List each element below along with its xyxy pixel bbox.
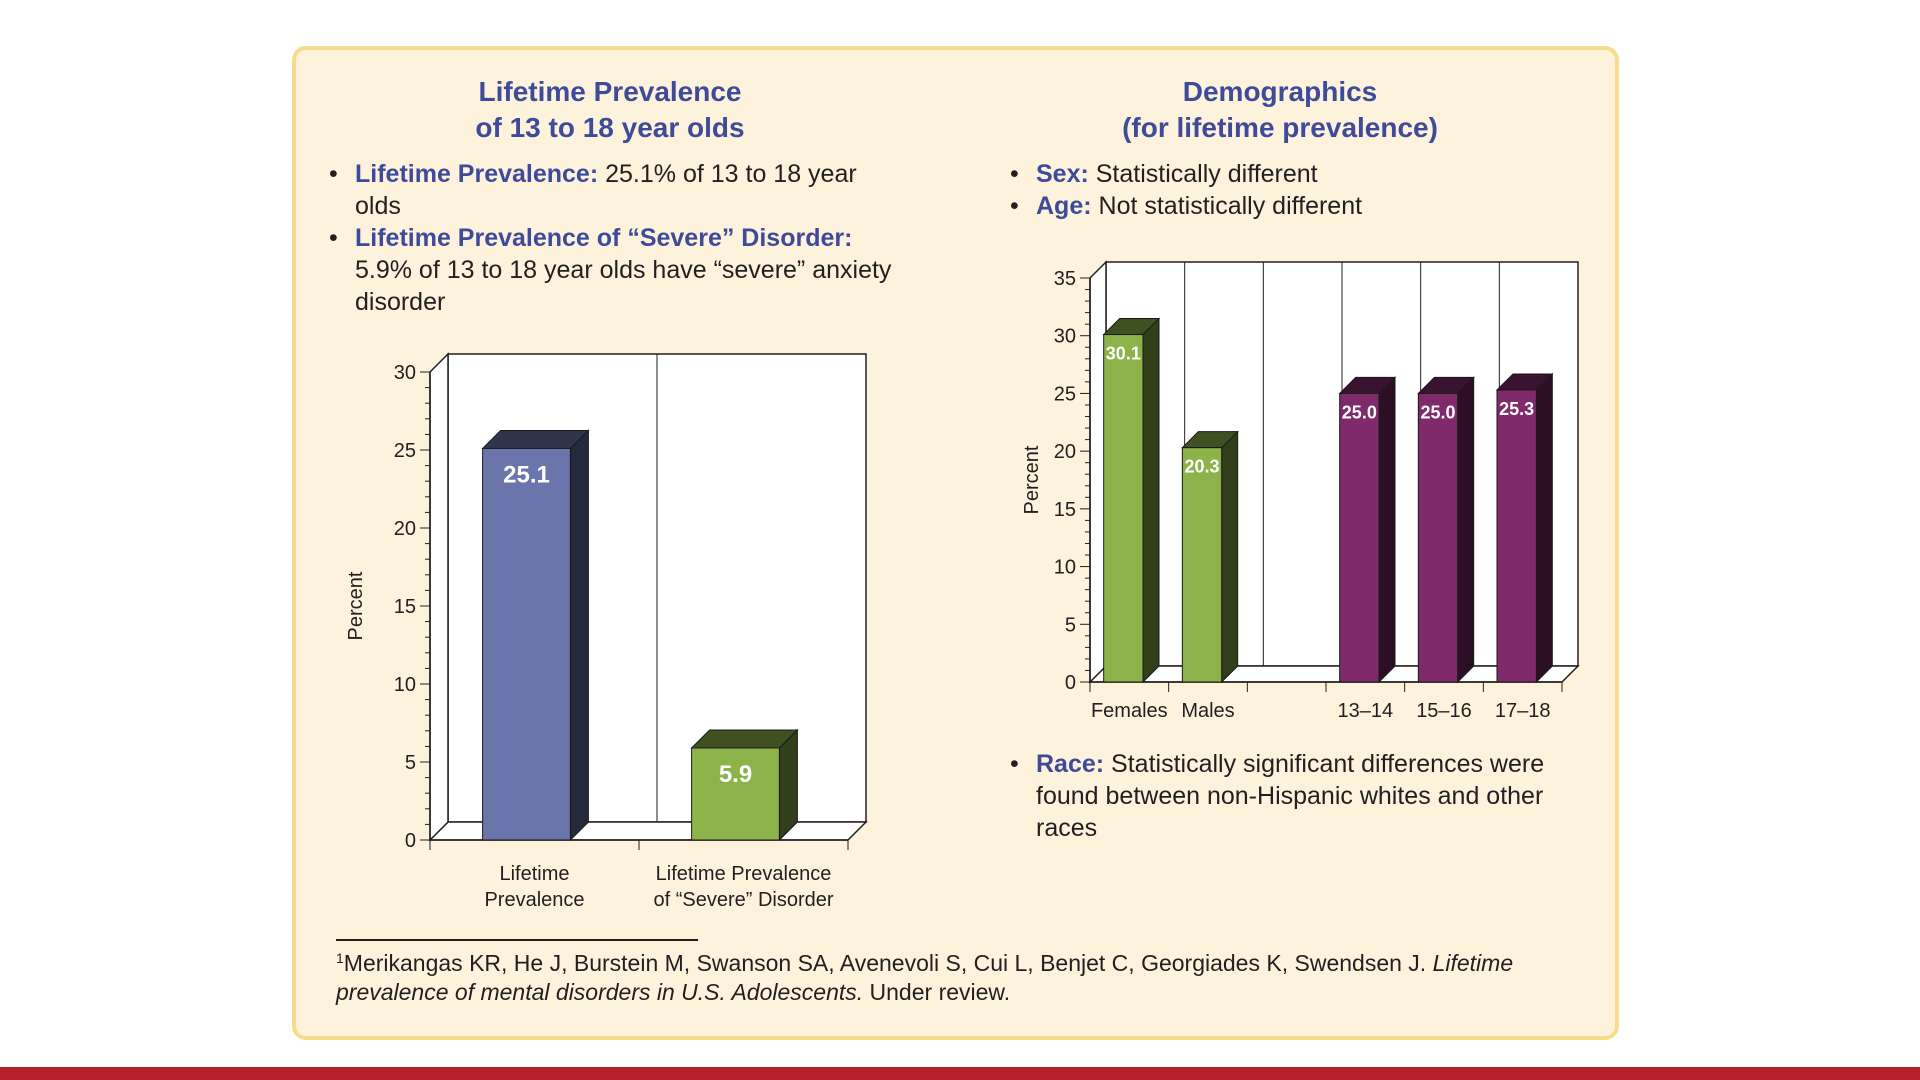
y-axis-label: Percent: [1021, 445, 1043, 514]
right-bullet-list: Sex: Statistically different Age: Not st…: [1008, 158, 1548, 222]
bar: [1417, 392, 1459, 683]
right-bullet-2: Age: Not statistically different: [1008, 190, 1548, 222]
bar-value-label: 25.0: [1420, 402, 1455, 422]
race-bullet: Race: Statistically significant differen…: [1008, 748, 1568, 844]
y-tick-label: 10: [1054, 557, 1076, 579]
bullet-label: Lifetime Prevalence of “Severe” Disorder…: [355, 224, 853, 252]
y-tick-label: 20: [394, 518, 416, 540]
y-tick-label: 25: [394, 440, 416, 462]
category-label: of “Severe” Disorder: [653, 889, 833, 911]
y-tick-label: 20: [1054, 441, 1076, 463]
footnote: 1Merikangas KR, He J, Burstein M, Swanso…: [336, 949, 1576, 1007]
bar-side: [1378, 376, 1396, 684]
chart-side-wall: [429, 352, 449, 842]
bar-value-label: 5.9: [719, 761, 752, 788]
category-label: Females: [1091, 700, 1168, 722]
bullet-label: Age:: [1036, 192, 1092, 220]
race-bullet-list: Race: Statistically significant differen…: [1008, 748, 1568, 844]
right-bullet-1: Sex: Statistically different: [1008, 158, 1548, 190]
right-title-line1: Demographics: [1182, 76, 1378, 107]
y-tick-label: 5: [405, 752, 416, 774]
left-bullet-1: Lifetime Prevalence: 25.1% of 13 to 18 y…: [327, 158, 907, 222]
left-bullet-2: Lifetime Prevalence of “Severe” Disorder…: [327, 222, 907, 318]
category-label: 15–16: [1416, 700, 1472, 722]
bar: [482, 447, 571, 841]
bar: [691, 747, 780, 841]
bar-top: [690, 729, 799, 749]
y-tick-label: 35: [1054, 268, 1076, 290]
bar: [1496, 389, 1537, 683]
footnote-end: Under review.: [863, 979, 1011, 1005]
bottom-accent-bar: [0, 1067, 1920, 1080]
left-bar-chart: 0 5 10 15 20 25 30 Percent Lifetime Prevalence Lif…: [345, 352, 868, 911]
bar-value-label: 30.1: [1106, 344, 1141, 364]
right-title-line2: (for lifetime prevalence): [1122, 112, 1438, 143]
footnote-title: Lifetime prevalence of mental disorders …: [336, 950, 1514, 1005]
bar-value-label: 25.1: [503, 461, 550, 488]
bullet-text: Not statistically different: [1091, 192, 1363, 220]
bar-side: [1457, 376, 1475, 684]
bullet-label: Sex:: [1036, 160, 1089, 188]
category-label: 17–18: [1495, 700, 1551, 722]
bar: [1339, 392, 1380, 683]
left-title: Lifetime Prevalence of 13 to 18 year old…: [410, 74, 810, 146]
right-bar-chart: 0 5 10 15 20 25 30 35 Percent Females Males 13–14 15…: [1021, 260, 1580, 722]
bar: [1103, 334, 1144, 683]
category-label: Males: [1181, 700, 1234, 722]
y-tick-label: 0: [405, 830, 416, 852]
y-tick-label: 15: [394, 596, 416, 618]
bar-value-label: 20.3: [1184, 457, 1219, 477]
left-title-line2: of 13 to 18 year olds: [475, 112, 745, 143]
bullet-text: 5.9% of 13 to 18 year olds have “severe”…: [355, 256, 892, 316]
footnote-rule: [336, 939, 698, 941]
bar-side: [1142, 317, 1160, 684]
bar-top: [481, 429, 590, 449]
left-title-line1: Lifetime Prevalence: [478, 76, 742, 107]
bullet-label: Race:: [1036, 750, 1105, 778]
right-title: Demographics (for lifetime prevalence): [1080, 74, 1480, 146]
bullet-text: Statistically different: [1088, 160, 1318, 188]
bar-side: [1535, 372, 1553, 684]
category-label: Prevalence: [484, 889, 584, 911]
bar-side: [778, 728, 798, 842]
y-tick-label: 15: [1054, 499, 1076, 521]
bar-side: [569, 429, 589, 842]
bar-value-label: 25.0: [1342, 402, 1377, 422]
y-tick-label: 10: [394, 674, 416, 696]
category-label: 13–14: [1338, 700, 1394, 722]
bar-value-label: 25.3: [1499, 399, 1534, 419]
y-tick-label: 30: [1054, 326, 1076, 348]
bullet-text: 25.1% of 13 to 18 year olds: [355, 160, 857, 220]
footnote-text: Merikangas KR, He J, Burstein M, Swanson…: [343, 950, 1433, 976]
category-label: Lifetime Prevalence: [656, 863, 832, 885]
y-tick-label: 0: [1065, 672, 1076, 694]
bullet-label: Lifetime Prevalence:: [355, 160, 599, 188]
bar-side: [1221, 430, 1239, 684]
y-axis-label: Percent: [345, 571, 367, 640]
footnote-marker: 1: [336, 950, 344, 966]
category-label: Lifetime: [499, 863, 569, 885]
y-tick-label: 30: [394, 362, 416, 384]
bar: [1181, 447, 1223, 683]
bullet-text: Statistically significant differences we…: [1036, 750, 1545, 842]
left-bullet-list: Lifetime Prevalence: 25.1% of 13 to 18 y…: [327, 158, 907, 318]
y-tick-label: 25: [1054, 383, 1076, 405]
y-tick-label: 5: [1065, 614, 1076, 636]
